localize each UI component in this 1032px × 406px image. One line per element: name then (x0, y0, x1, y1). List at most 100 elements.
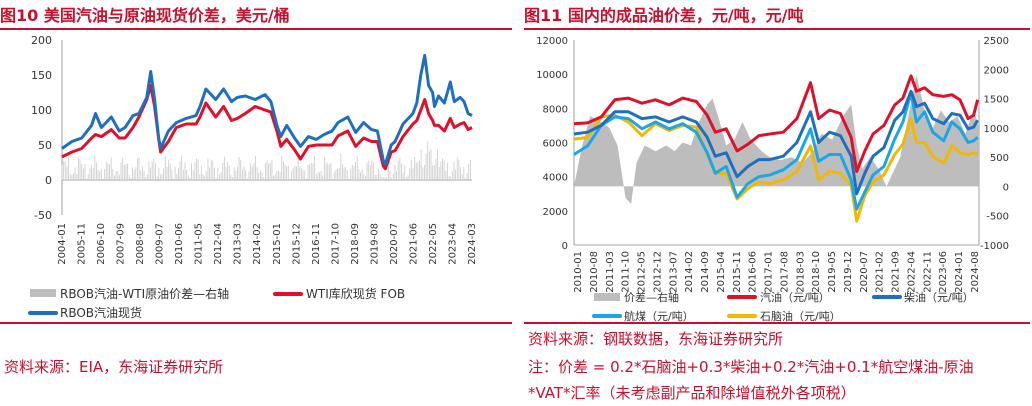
left-bottom-rule (0, 322, 512, 324)
right-x-tick-label: 2021-02 (875, 251, 886, 293)
right-x-tick-label: 2020-07 (859, 251, 870, 293)
right-chart-svg: 0 2000 4000 6000 8000 10000 12000 -1000 -500 0 500… (536, 36, 1009, 323)
right-y-left-tick-label: 4000 (543, 173, 568, 184)
right-y-left-tick-label: 2000 (543, 207, 568, 218)
right-y-right-tick-label: 1000 (984, 124, 1009, 135)
right-x-tick-label: 2014-02 (684, 251, 695, 293)
right-y-right-tick-label: 2500 (984, 36, 1009, 47)
left-x-tick-label: 2011-05 (194, 223, 205, 265)
right-y-left-tick-label: 8000 (543, 104, 568, 115)
right-x-tick-label: 2016-06 (748, 251, 759, 293)
left-legend-wti: WTI库欣现货 FOB (306, 286, 405, 301)
right-x-tick-label: 2015-04 (716, 251, 727, 293)
right-chart-panel: 图11 国内的成品油价差，元/吨，元/吨 0 2000 4000 6000 8000 10… (524, 0, 1032, 406)
right-title-rule (524, 28, 1030, 30)
left-chart-svg: -50 0 50 100 150 200 2004-01 2005-11 2006-10 2007… (28, 34, 478, 320)
right-x-tick-label: 2010-08 (589, 251, 600, 293)
left-x-tick-label: 2022-05 (428, 223, 439, 265)
left-y-tick-label: 150 (31, 69, 52, 82)
left-chart-panel: 图10 美国汽油与原油现货价差，美元/桶 -50 0 50 100 150 200 2004… (0, 6, 512, 376)
right-y-right-tick-label: -1000 (980, 241, 1009, 252)
left-y-tick-label: 100 (31, 104, 52, 117)
right-legend-spread: 价差—右轴 (624, 290, 679, 304)
right-spread-area (574, 75, 979, 204)
right-x-tick-label: 2022-11 (922, 251, 933, 293)
left-x-tick-label: 2005-11 (77, 223, 88, 265)
left-x-tick-label: 2010-06 (174, 223, 185, 265)
left-x-tick-label: 2007-09 (116, 223, 127, 265)
left-x-tick-label: 2019-08 (369, 223, 380, 265)
right-series-naphtha-line (573, 113, 979, 223)
right-legend-naphtha: 石脑油（元/吨） (760, 309, 841, 323)
right-y-right-tick-label: 2000 (984, 65, 1009, 76)
left-x-tick-label: 2018-09 (350, 223, 361, 265)
left-chart-title: 图10 美国汽油与原油现货价差，美元/桶 (0, 6, 290, 25)
left-x-tick-label: 2021-06 (408, 223, 419, 265)
right-x-tick-label: 2012-12 (652, 251, 663, 293)
right-x-tick-label: 2018-03 (795, 251, 806, 293)
right-y-right-tick-label: 1500 (984, 95, 1009, 106)
right-series-diesel-line (573, 89, 979, 196)
right-x-tick-label: 2022-04 (907, 251, 918, 293)
right-legend-gasoline: 汽油（元/吨） (760, 290, 830, 304)
right-y-left-tick-label: 10000 (536, 70, 568, 81)
right-x-tick-label: 2013-07 (668, 251, 679, 293)
right-series-gasoline-line (573, 74, 980, 173)
right-x-tick-label: 2012-05 (637, 251, 648, 293)
left-legend-rbob: RBOB汽油现货 (60, 305, 142, 320)
right-note-line1: 注：价差 = 0.2*石脑油+0.3*柴油+0.2*汽油+0.1*航空煤油-原油 (528, 358, 974, 376)
left-x-tick-label: 2016-11 (311, 223, 322, 265)
right-legend-spread-swatch (594, 293, 620, 301)
right-y-left-tick-label: 0 (562, 241, 568, 252)
right-x-tick-label: 2021-09 (891, 251, 902, 293)
right-x-tick-label: 2019-05 (827, 251, 838, 293)
left-x-tick-label: 2024-03 (467, 223, 478, 265)
right-series-jet-line (573, 91, 979, 211)
right-x-tick-label: 2011-10 (621, 251, 632, 293)
right-note-line2: *VAT*汇率（未考虑副产品和除增值税外各项税） (528, 384, 856, 402)
left-x-tick-label: 2020-07 (389, 223, 400, 265)
right-x-tick-label: 2024-08 (970, 251, 981, 293)
left-x-tick-label: 2017-10 (330, 223, 341, 265)
left-y-tick-label: 50 (38, 139, 52, 152)
left-x-tick-label: 2009-07 (155, 223, 166, 265)
right-y-right-tick-label: 0 (1003, 182, 1009, 193)
left-x-tick-label: 2006-10 (96, 223, 107, 265)
right-y-left-tick-label: 12000 (536, 36, 568, 47)
right-x-tick-label: 2014-09 (700, 251, 711, 293)
left-x-tick-label: 2015-12 (291, 223, 302, 265)
right-bottom-rule (524, 322, 1030, 324)
right-legend-diesel: 柴油（元/吨） (904, 290, 974, 304)
right-y-left-tick-label: 6000 (543, 139, 568, 150)
right-x-tick-label: 2018-10 (811, 251, 822, 293)
right-y-right-tick-label: 500 (990, 153, 1009, 164)
right-x-tick-label: 2017-08 (779, 251, 790, 293)
left-y-tick-label: 200 (31, 34, 52, 47)
left-legend-spread-swatch (30, 289, 56, 297)
left-x-tick-label: 2008-08 (135, 223, 146, 265)
left-x-tick-label: 2012-04 (213, 223, 224, 265)
right-source: 资料来源：钢联数据，东海证券研究所 (528, 330, 784, 348)
left-x-tick-label: 2015-01 (272, 223, 283, 265)
right-x-tick-label: 2017-01 (764, 251, 775, 293)
left-x-tick-label: 2014-02 (252, 223, 263, 265)
right-x-tick-label: 2015-11 (732, 251, 743, 293)
right-y-right-tick-label: -500 (986, 212, 1009, 223)
left-y-tick-label: 0 (45, 174, 52, 187)
right-x-tick-label: 2011-03 (605, 251, 616, 293)
left-x-tick-label: 2004-01 (57, 223, 68, 265)
left-x-tick-label: 2023-04 (448, 223, 459, 265)
left-spread-bars (61, 141, 471, 180)
right-x-tick-label: 2024-01 (954, 251, 965, 293)
right-chart-title: 图11 国内的成品油价差，元/吨，元/吨 (524, 6, 804, 25)
left-x-tick-label: 2013-03 (233, 223, 244, 265)
left-legend-spread: RBOB汽油-WTI原油价差—右轴 (60, 286, 229, 301)
left-series-rbob-line (61, 53, 473, 167)
left-source: 资料来源：EIA，东海证券研究所 (4, 358, 224, 376)
left-title-rule (0, 28, 512, 30)
right-x-tick-label: 2010-01 (573, 251, 584, 293)
left-y-tick-label: -50 (34, 209, 52, 222)
right-x-tick-label: 2023-06 (938, 251, 949, 293)
right-x-tick-label: 2019-12 (843, 251, 854, 293)
right-legend-jet: 航煤（元/吨） (624, 309, 694, 323)
